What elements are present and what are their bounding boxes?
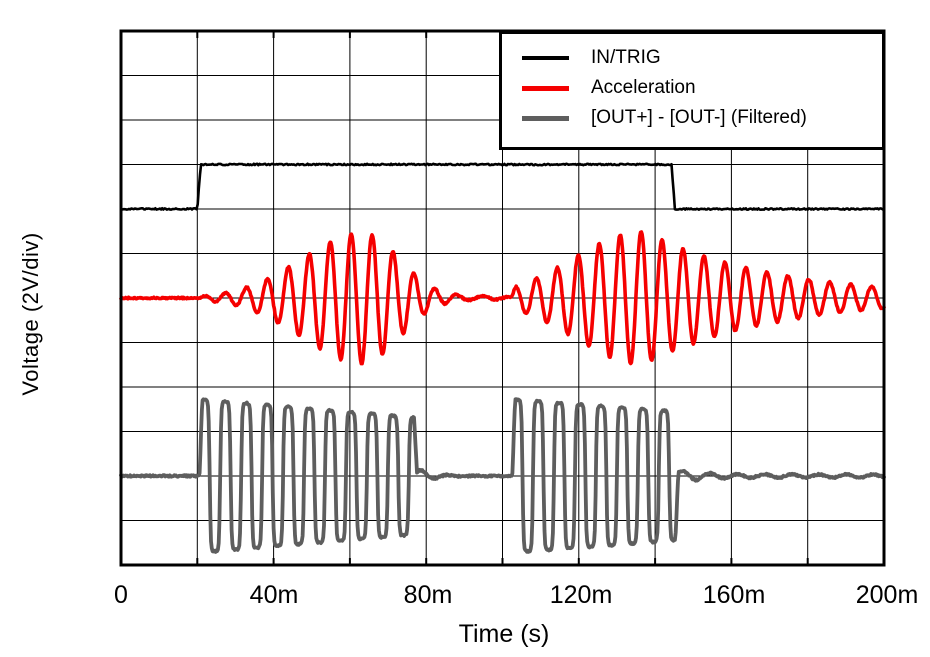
- x-axis-tick-labels: 0 40m 80m 120m 160m 200m: [0, 581, 930, 611]
- legend-label-out-filtered: [OUT+] - [OUT-] (Filtered): [591, 107, 807, 128]
- y-axis-label: Voltage (2V/div): [18, 232, 43, 396]
- legend: IN/TRIG Acceleration [OUT+] - [OUT-] (Fi…: [499, 31, 885, 150]
- x-tick-label-80m: 80m: [403, 581, 453, 609]
- trace-in-trig: [119, 162, 886, 211]
- legend-label-acceleration: Acceleration: [591, 77, 696, 98]
- legend-item-acceleration: Acceleration: [522, 73, 882, 103]
- legend-label-in-trig: IN/TRIG: [591, 47, 661, 68]
- x-axis-title: Time (s): [458, 620, 550, 648]
- legend-item-in-trig: IN/TRIG: [522, 43, 882, 73]
- legend-line-sample-acceleration: [522, 85, 569, 91]
- legend-line-sample-out-filtered: [522, 115, 569, 121]
- x-tick-label-40m: 40m: [249, 581, 299, 609]
- trace-acceleration: [119, 230, 886, 366]
- legend-line-sample-in-trig: [522, 56, 569, 60]
- legend-item-out-filtered: [OUT+] - [OUT-] (Filtered): [522, 103, 882, 133]
- x-tick-label-120m: 120m: [549, 581, 613, 609]
- trace--out-out-filtered-: [119, 397, 886, 554]
- x-tick-label-160m: 160m: [702, 581, 766, 609]
- x-tick-label-200m: 200m: [855, 581, 919, 609]
- x-tick-label-0: 0: [114, 581, 128, 609]
